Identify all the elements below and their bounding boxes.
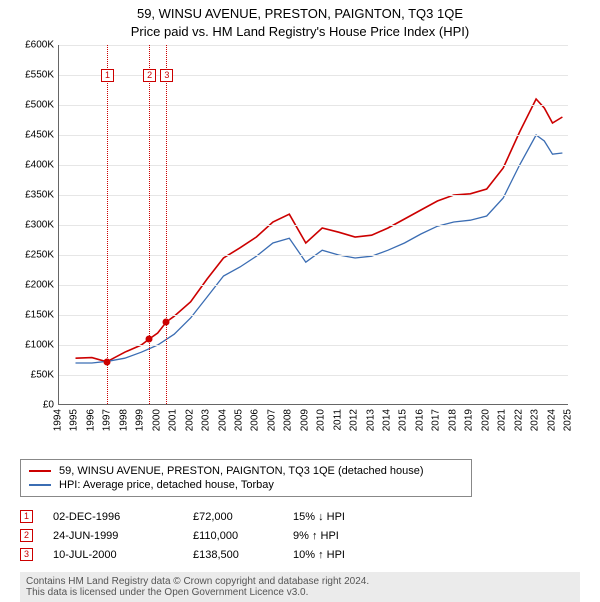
transaction-row: 1 02-DEC-1996 £72,000 15% ↓ HPI (20, 507, 580, 526)
y-axis-label: £150K (25, 310, 54, 321)
transaction-marker: 1 (101, 69, 114, 82)
y-axis-label: £250K (25, 250, 54, 261)
y-axis-label: £400K (25, 160, 54, 171)
y-axis-label: £500K (25, 100, 54, 111)
x-axis-label: 2002 (184, 409, 195, 431)
x-axis-label: 2001 (168, 409, 179, 431)
transaction-row: 2 24-JUN-1999 £110,000 9% ↑ HPI (20, 526, 580, 545)
transaction-table: 1 02-DEC-1996 £72,000 15% ↓ HPI 2 24-JUN-1999… (20, 507, 580, 564)
x-axis-label: 2021 (497, 409, 508, 431)
transaction-dot (163, 318, 170, 325)
transaction-vline (149, 45, 150, 404)
transaction-vline (107, 45, 108, 404)
y-axis-label: £450K (25, 130, 54, 141)
x-axis-label: 2004 (217, 409, 228, 431)
y-axis-label: £100K (25, 340, 54, 351)
x-axis-label: 2017 (431, 409, 442, 431)
x-axis-label: 2006 (250, 409, 261, 431)
x-axis-label: 2024 (546, 409, 557, 431)
transaction-row: 3 10-JUL-2000 £138,500 10% ↑ HPI (20, 545, 580, 564)
y-axis-label: £50K (31, 370, 54, 381)
x-axis-label: 1995 (69, 409, 80, 431)
x-axis-label: 2003 (201, 409, 212, 431)
x-axis-label: 1994 (53, 409, 64, 431)
transaction-price: £72,000 (193, 511, 273, 523)
transaction-marker: 3 (20, 548, 33, 561)
x-axis-label: 2025 (563, 409, 574, 431)
legend-item-property: 59, WINSU AVENUE, PRESTON, PAIGNTON, TQ3… (29, 464, 463, 478)
transaction-pct: 15% ↓ HPI (293, 511, 393, 523)
chart-area: £0£50K£100K£150K£200K£250K£300K£350K£400… (10, 45, 570, 425)
legend-label: 59, WINSU AVENUE, PRESTON, PAIGNTON, TQ3… (59, 465, 424, 477)
y-axis-label: £300K (25, 220, 54, 231)
transaction-marker: 3 (160, 69, 173, 82)
transaction-date: 10-JUL-2000 (53, 549, 173, 561)
legend: 59, WINSU AVENUE, PRESTON, PAIGNTON, TQ3… (20, 459, 472, 497)
x-axis-label: 1996 (85, 409, 96, 431)
legend-swatch (29, 470, 51, 472)
y-axis-label: £200K (25, 280, 54, 291)
transaction-vline (166, 45, 167, 404)
x-axis-label: 2022 (513, 409, 524, 431)
transaction-marker: 2 (20, 529, 33, 542)
y-axis-label: £550K (25, 70, 54, 81)
x-axis-label: 2010 (316, 409, 327, 431)
legend-swatch (29, 484, 51, 486)
footer-line: Contains HM Land Registry data © Crown c… (26, 576, 574, 587)
transaction-price: £138,500 (193, 549, 273, 561)
x-axis-label: 1999 (135, 409, 146, 431)
footer: Contains HM Land Registry data © Crown c… (20, 572, 580, 602)
x-axis-label: 2000 (151, 409, 162, 431)
transaction-dot (104, 358, 111, 365)
x-axis-label: 2014 (382, 409, 393, 431)
x-axis-label: 2009 (299, 409, 310, 431)
transaction-pct: 9% ↑ HPI (293, 530, 393, 542)
x-axis-label: 2023 (530, 409, 541, 431)
chart-subtitle: Price paid vs. HM Land Registry's House … (0, 21, 600, 45)
x-axis-label: 1998 (118, 409, 129, 431)
x-axis-label: 2007 (266, 409, 277, 431)
footer-line: This data is licensed under the Open Gov… (26, 587, 574, 598)
transaction-date: 24-JUN-1999 (53, 530, 173, 542)
x-axis-label: 2016 (414, 409, 425, 431)
x-axis-label: 2005 (233, 409, 244, 431)
x-axis-label: 2018 (447, 409, 458, 431)
y-axis-label: £350K (25, 190, 54, 201)
x-axis-label: 2015 (398, 409, 409, 431)
legend-item-hpi: HPI: Average price, detached house, Torb… (29, 478, 463, 492)
transaction-marker: 1 (20, 510, 33, 523)
transaction-pct: 10% ↑ HPI (293, 549, 393, 561)
chart-title: 59, WINSU AVENUE, PRESTON, PAIGNTON, TQ3… (0, 0, 600, 21)
x-axis-label: 2011 (332, 409, 343, 431)
x-axis-label: 2012 (349, 409, 360, 431)
x-axis-label: 2019 (464, 409, 475, 431)
x-axis-label: 2020 (480, 409, 491, 431)
x-axis-label: 2008 (283, 409, 294, 431)
transaction-marker: 2 (143, 69, 156, 82)
transaction-dot (146, 336, 153, 343)
x-axis-label: 2013 (365, 409, 376, 431)
transaction-price: £110,000 (193, 530, 273, 542)
x-axis-label: 1997 (102, 409, 113, 431)
y-axis-label: £600K (25, 40, 54, 51)
legend-label: HPI: Average price, detached house, Torb… (59, 479, 274, 491)
transaction-date: 02-DEC-1996 (53, 511, 173, 523)
plot-region: 1 23 (58, 45, 568, 405)
